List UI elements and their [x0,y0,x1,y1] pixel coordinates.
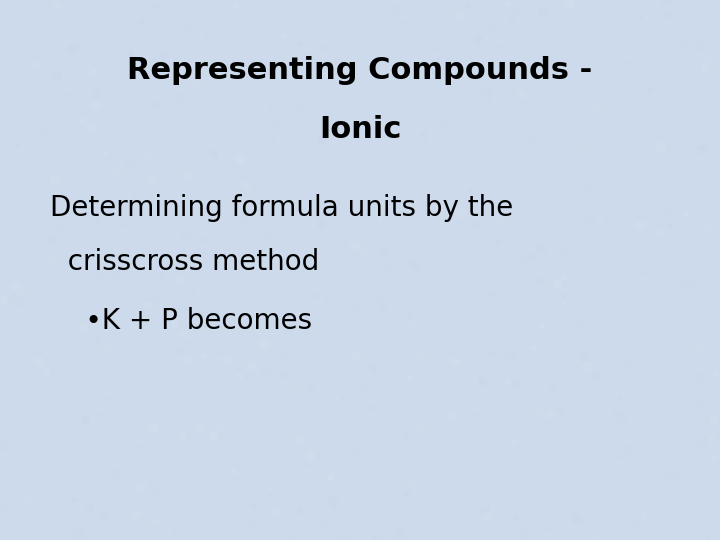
Text: Determining formula units by the: Determining formula units by the [50,194,513,222]
Text: crisscross method: crisscross method [50,248,320,276]
Text: Representing Compounds -: Representing Compounds - [127,56,593,85]
Text: •K + P becomes: •K + P becomes [50,307,312,335]
Text: Ionic: Ionic [319,115,401,144]
